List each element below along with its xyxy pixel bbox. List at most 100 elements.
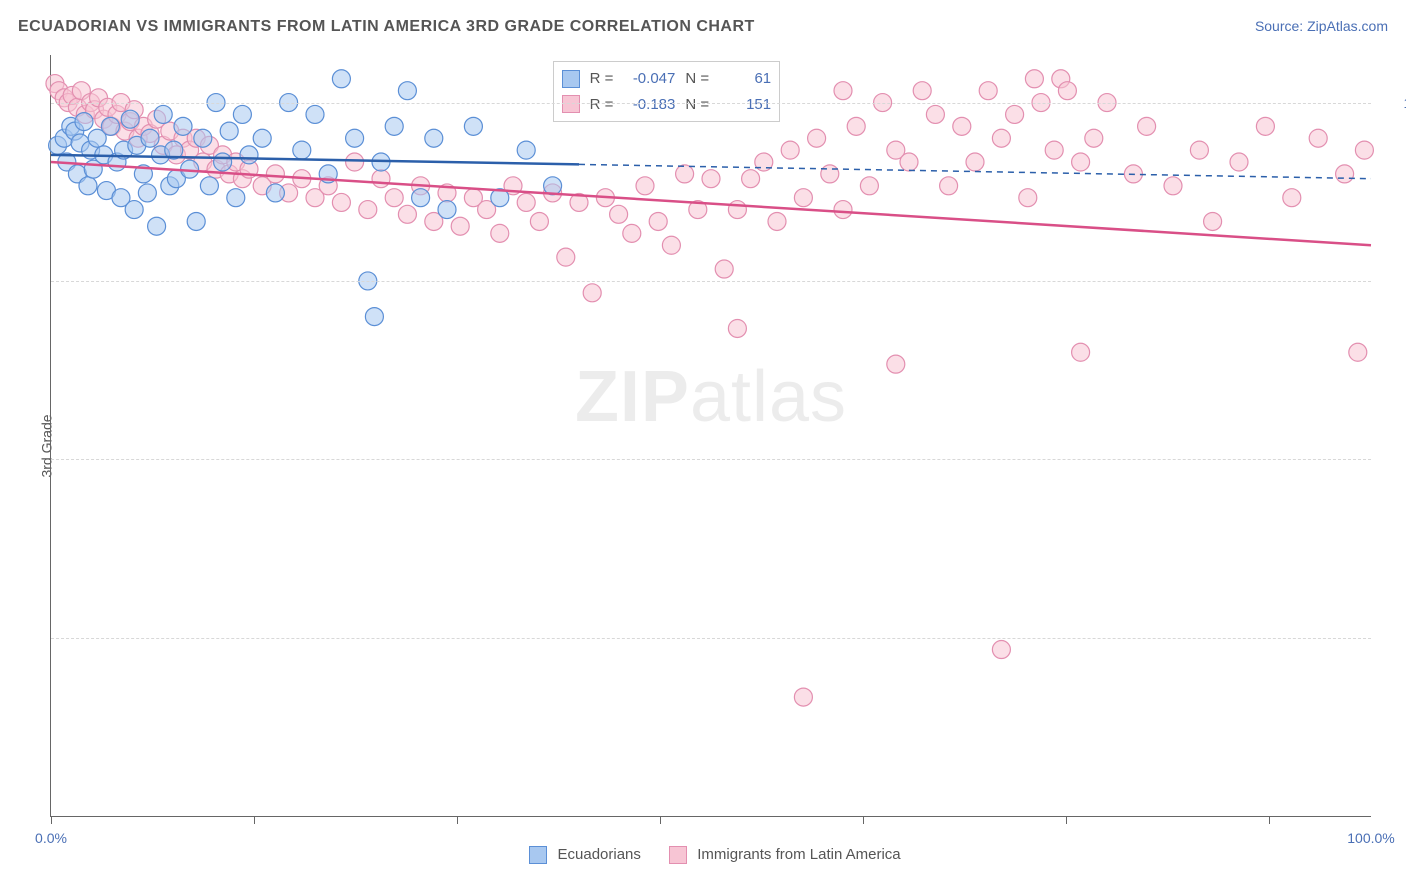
data-point <box>398 82 416 100</box>
data-point <box>979 82 997 100</box>
data-point <box>138 184 156 202</box>
data-point <box>728 319 746 337</box>
stats-n-label: N = <box>685 92 709 118</box>
data-point <box>794 688 812 706</box>
data-point <box>728 201 746 219</box>
data-point <box>1309 129 1327 147</box>
data-point <box>438 201 456 219</box>
data-point <box>913 82 931 100</box>
data-point <box>676 165 694 183</box>
data-point <box>365 308 383 326</box>
data-point <box>79 177 97 195</box>
stats-box: R = -0.047 N = 61 R = -0.183 N = 151 <box>553 61 781 122</box>
data-point <box>966 153 984 171</box>
data-point <box>1164 177 1182 195</box>
data-point <box>781 141 799 159</box>
data-point <box>220 122 238 140</box>
data-point <box>451 217 469 235</box>
data-point <box>623 224 641 242</box>
data-point <box>464 117 482 135</box>
stats-r-label: R = <box>590 92 614 118</box>
bottom-legend: Ecuadorians Immigrants from Latin Americ… <box>0 846 1406 864</box>
legend-swatch-icon <box>529 846 547 864</box>
data-point <box>662 236 680 254</box>
data-point <box>227 189 245 207</box>
x-tick <box>254 816 255 824</box>
data-point <box>834 82 852 100</box>
source-label: Source: ZipAtlas.com <box>1255 18 1388 34</box>
data-point <box>742 170 760 188</box>
data-point <box>1058 82 1076 100</box>
data-point <box>794 189 812 207</box>
data-point <box>1355 141 1373 159</box>
data-point <box>425 129 443 147</box>
gridline <box>51 281 1371 282</box>
data-point <box>1025 70 1043 88</box>
data-point <box>1256 117 1274 135</box>
data-point <box>715 260 733 278</box>
data-point <box>940 177 958 195</box>
x-tick <box>1066 816 1067 824</box>
y-tick-label: 100.0% <box>1381 95 1406 111</box>
legend-label-1: Ecuadorians <box>558 846 641 863</box>
data-point <box>1138 117 1156 135</box>
data-point <box>1085 129 1103 147</box>
data-point <box>332 193 350 211</box>
data-point <box>808 129 826 147</box>
gridline <box>51 459 1371 460</box>
stats-row-2: R = -0.183 N = 151 <box>562 92 772 118</box>
data-point <box>346 153 364 171</box>
data-point <box>1072 153 1090 171</box>
data-point <box>141 129 159 147</box>
data-point <box>860 177 878 195</box>
data-point <box>154 105 172 123</box>
data-point <box>75 113 93 131</box>
data-point <box>306 105 324 123</box>
data-point <box>121 110 139 128</box>
data-point <box>517 193 535 211</box>
legend-swatch-icon <box>562 70 580 88</box>
data-point <box>1230 153 1248 171</box>
data-point <box>1283 189 1301 207</box>
legend-label-2: Immigrants from Latin America <box>697 846 900 863</box>
data-point <box>1045 141 1063 159</box>
data-point <box>583 284 601 302</box>
data-point <box>953 117 971 135</box>
data-point <box>233 105 251 123</box>
stats-r-label: R = <box>590 66 614 92</box>
data-point <box>412 189 430 207</box>
y-tick-label: 92.5% <box>1381 273 1406 289</box>
data-point <box>359 201 377 219</box>
stats-r-value-2: -0.183 <box>623 92 675 118</box>
data-point <box>1072 343 1090 361</box>
data-point <box>385 189 403 207</box>
y-tick-label: 85.0% <box>1381 451 1406 467</box>
data-point <box>834 201 852 219</box>
data-point <box>847 117 865 135</box>
x-tick <box>457 816 458 824</box>
x-tick-label: 100.0% <box>1347 830 1394 846</box>
data-point <box>821 165 839 183</box>
x-tick <box>1269 816 1270 824</box>
data-point <box>174 117 192 135</box>
gridline <box>51 103 1371 104</box>
data-point <box>1349 343 1367 361</box>
data-point <box>557 248 575 266</box>
gridline <box>51 638 1371 639</box>
legend-swatch-icon <box>562 95 580 113</box>
data-point <box>887 355 905 373</box>
x-tick-label: 0.0% <box>35 830 67 846</box>
x-tick <box>660 816 661 824</box>
data-point <box>148 217 166 235</box>
y-tick-label: 77.5% <box>1381 630 1406 646</box>
data-point <box>194 129 212 147</box>
data-point <box>398 205 416 223</box>
data-point <box>266 184 284 202</box>
regression-line-1-solid <box>51 155 579 165</box>
data-point <box>649 212 667 230</box>
stats-n-label: N = <box>685 66 709 92</box>
data-point <box>610 205 628 223</box>
data-point <box>1006 105 1024 123</box>
data-point <box>266 165 284 183</box>
data-point <box>491 224 509 242</box>
